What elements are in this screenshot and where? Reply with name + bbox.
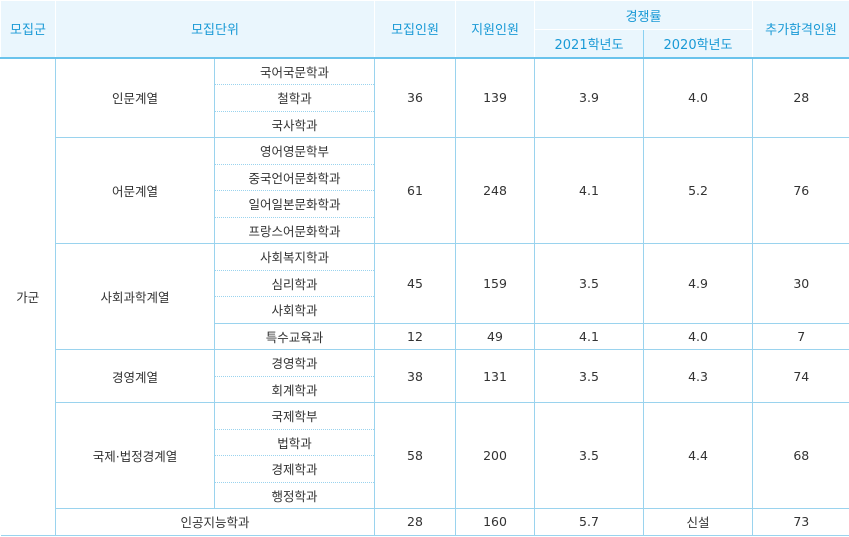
dept-cell: 중국언어문화학과	[214, 164, 375, 191]
header-quota: 모집인원	[374, 0, 456, 58]
header-extra: 추가합격인원	[752, 0, 849, 58]
dept-cell: 행정학과	[214, 482, 375, 509]
quota-cell: 28	[374, 508, 456, 536]
quota-cell: 12	[374, 323, 456, 350]
rate-2020-cell: 5.2	[642, 137, 754, 244]
dept-cell: 영어영문학부	[214, 137, 375, 165]
dept-ai: 인공지능학과	[55, 508, 375, 536]
quota-cell: 45	[374, 243, 456, 324]
dept-cell: 사회복지학과	[214, 243, 375, 271]
extra-cell: 76	[752, 137, 849, 244]
rate-2021-cell: 4.1	[534, 137, 644, 244]
extra-cell: 68	[752, 402, 849, 509]
extra-cell: 74	[752, 349, 849, 403]
field-intl-law: 국제·법정경계열	[55, 402, 215, 509]
dept-cell: 프랑스어문화학과	[214, 217, 375, 244]
dept-cell: 국사학과	[214, 111, 375, 138]
rate-2021-cell: 4.1	[534, 323, 644, 350]
extra-cell: 7	[752, 323, 849, 350]
applicants-cell: 160	[455, 508, 535, 536]
rate-2021-cell: 3.5	[534, 243, 644, 324]
header-rate-2021: 2021학년도	[534, 29, 644, 58]
header-applicants: 지원인원	[455, 0, 535, 58]
field-languages: 어문계열	[55, 137, 215, 244]
header-rate: 경쟁률	[533, 0, 754, 30]
dept-cell: 사회학과	[214, 296, 375, 324]
quota-cell: 36	[374, 57, 456, 138]
dept-cell: 국어국문학과	[214, 57, 375, 85]
rate-2020-cell: 4.9	[642, 243, 754, 324]
applicants-cell: 131	[455, 349, 535, 403]
field-social: 사회과학계열	[55, 243, 215, 350]
applicants-cell: 248	[455, 137, 535, 244]
quota-cell: 58	[374, 402, 456, 509]
dept-cell: 국제학부	[214, 402, 375, 430]
dept-cell: 법학과	[214, 429, 375, 456]
applicants-cell: 139	[455, 57, 535, 138]
rate-2020-cell: 4.0	[642, 323, 754, 350]
group-cell: 가군	[0, 57, 56, 536]
extra-cell: 73	[752, 508, 849, 536]
dept-cell: 일어일본문화학과	[214, 190, 375, 218]
rate-2020-cell: 4.4	[642, 402, 754, 509]
quota-cell: 38	[374, 349, 456, 403]
rate-2021-cell: 3.5	[534, 349, 644, 403]
dept-cell: 경제학과	[214, 455, 375, 483]
rate-2021-cell: 3.9	[534, 57, 644, 138]
extra-cell: 30	[752, 243, 849, 324]
applicants-cell: 49	[455, 323, 535, 350]
rate-2021-cell: 3.5	[534, 402, 644, 509]
dept-cell: 경영학과	[214, 349, 375, 377]
field-humanities: 인문계열	[55, 57, 215, 138]
dept-cell: 회계학과	[214, 376, 375, 403]
dept-cell: 특수교육과	[214, 323, 375, 350]
rate-2020-cell: 4.3	[642, 349, 754, 403]
rate-2020-cell: 신설	[642, 508, 754, 536]
header-unit: 모집단위	[55, 0, 375, 58]
header-group: 모집군	[0, 0, 56, 58]
dept-cell: 심리학과	[214, 270, 375, 297]
quota-cell: 61	[374, 137, 456, 244]
rate-2020-cell: 4.0	[642, 57, 754, 138]
rate-2021-cell: 5.7	[534, 508, 644, 536]
dept-cell: 철학과	[214, 84, 375, 112]
applicants-cell: 159	[455, 243, 535, 324]
extra-cell: 28	[752, 57, 849, 138]
field-business: 경영계열	[55, 349, 215, 403]
applicants-cell: 200	[455, 402, 535, 509]
header-rate-2020: 2020학년도	[642, 29, 754, 58]
